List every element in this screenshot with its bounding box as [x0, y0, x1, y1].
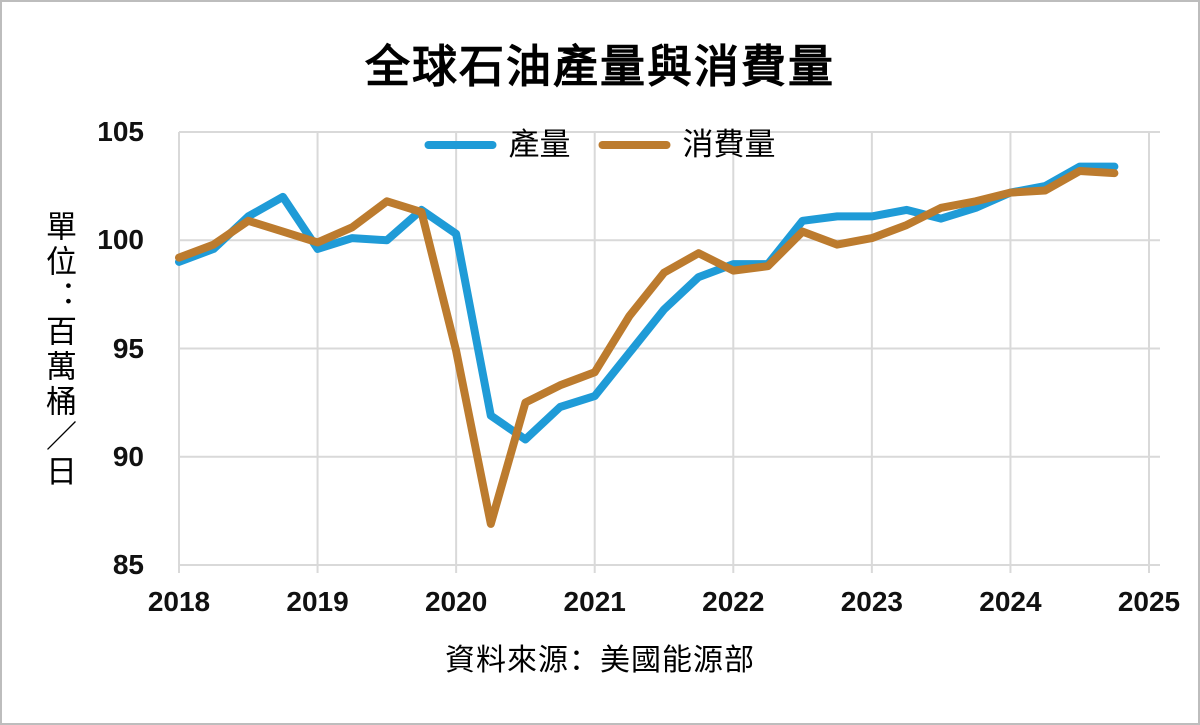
y-tick-label: 100 — [97, 224, 144, 256]
y-axis-unit-label: 單位：百萬桶／日 — [41, 210, 76, 490]
x-tick-label: 2025 — [1117, 586, 1181, 617]
x-tick-label: 2022 — [702, 586, 765, 617]
x-tick-label: 2024 — [979, 586, 1042, 617]
legend: 產量 消費量 — [424, 127, 776, 162]
production-line-swatch — [424, 140, 497, 149]
production-line — [175, 162, 1119, 444]
source-caption: 資料來源：美國能源部 — [445, 644, 755, 677]
x-tick-label: 2020 — [424, 586, 488, 617]
chart-title: 全球石油產量與消費量 — [364, 42, 835, 92]
legend-item-production: 產量 — [424, 127, 571, 162]
x-tick-label: 2019 — [286, 586, 349, 617]
legend-label-production: 產量 — [508, 127, 571, 162]
legend-label-consumption: 消費量 — [682, 127, 776, 162]
x-tick-label: 2023 — [840, 586, 903, 617]
consumption-line-swatch — [598, 140, 671, 149]
y-tick-label: 85 — [112, 549, 144, 580]
legend-item-consumption: 消費量 — [598, 127, 776, 162]
consumption-line — [175, 167, 1119, 528]
y-tick-label: 95 — [112, 332, 144, 364]
y-tick-label: 90 — [112, 440, 144, 472]
x-tick-label: 2021 — [563, 586, 626, 617]
x-tick-label: 2018 — [147, 586, 211, 617]
y-tick-label: 105 — [97, 116, 144, 147]
